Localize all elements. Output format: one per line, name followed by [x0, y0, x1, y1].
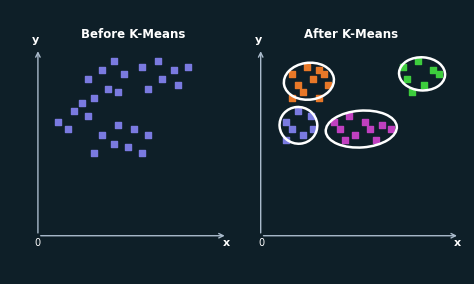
Text: After K-Means: After K-Means [304, 28, 398, 41]
Point [420, 83, 428, 87]
Point [288, 72, 296, 76]
Point [387, 127, 394, 131]
Point [98, 68, 106, 72]
Point [154, 59, 162, 63]
Point [310, 127, 317, 131]
Point [70, 108, 78, 113]
Point [362, 119, 369, 124]
Point [184, 64, 191, 69]
Point [174, 83, 182, 87]
Text: x: x [454, 238, 461, 248]
Point [378, 123, 386, 128]
Point [299, 90, 306, 95]
Point [114, 123, 121, 128]
Point [295, 108, 302, 113]
Point [288, 127, 296, 131]
Point [303, 64, 310, 69]
Point [54, 119, 62, 124]
Point [324, 83, 331, 87]
Point [351, 132, 359, 137]
Text: y: y [255, 35, 262, 45]
Point [288, 95, 296, 100]
Point [110, 59, 118, 63]
Point [429, 68, 437, 72]
Point [158, 77, 165, 82]
Point [90, 151, 98, 155]
Point [435, 72, 443, 76]
Point [130, 127, 137, 131]
Point [307, 114, 315, 118]
Point [282, 119, 290, 124]
Point [341, 138, 348, 142]
Point [295, 83, 302, 87]
Point [400, 64, 407, 69]
Point [120, 72, 128, 76]
Point [330, 119, 338, 124]
Point [337, 127, 344, 131]
Point [316, 68, 323, 72]
Point [299, 132, 306, 137]
Point [98, 132, 106, 137]
Point [84, 114, 91, 118]
Point [282, 138, 290, 142]
Point [110, 141, 118, 146]
Point [170, 68, 177, 72]
Point [403, 77, 411, 82]
Point [408, 90, 415, 95]
Text: 0: 0 [35, 238, 41, 248]
Point [138, 151, 146, 155]
Point [345, 114, 353, 118]
Point [144, 132, 152, 137]
Text: x: x [223, 238, 230, 248]
Point [124, 145, 131, 150]
Text: y: y [32, 35, 39, 45]
Point [366, 127, 374, 131]
Point [64, 127, 72, 131]
Point [138, 64, 146, 69]
Point [144, 86, 152, 91]
Text: Before K-Means: Before K-Means [81, 28, 185, 41]
Text: 0: 0 [259, 238, 264, 248]
Point [114, 90, 121, 95]
Point [320, 72, 328, 76]
Point [78, 101, 86, 106]
Point [84, 77, 91, 82]
Point [414, 59, 422, 63]
Point [310, 77, 317, 82]
Point [316, 95, 323, 100]
Point [90, 95, 98, 100]
Point [104, 86, 111, 91]
Point [372, 138, 380, 142]
